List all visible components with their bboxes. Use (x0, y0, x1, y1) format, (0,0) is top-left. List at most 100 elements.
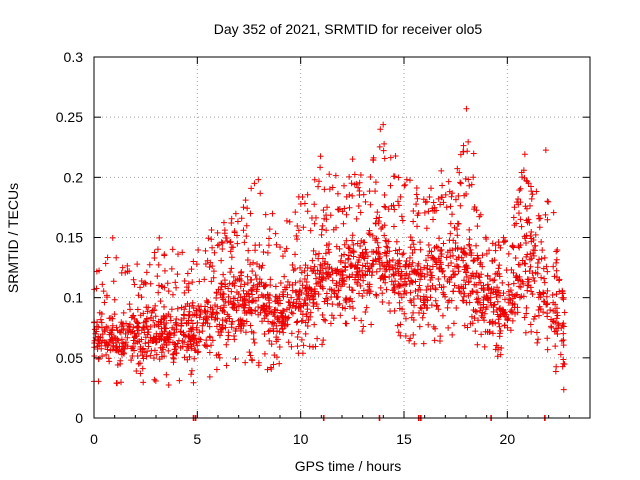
y-tick-label: 0.25 (56, 109, 83, 125)
data-point (511, 204, 518, 211)
data-point (95, 324, 102, 331)
data-point (533, 329, 540, 336)
data-point (445, 178, 452, 185)
data-point (538, 255, 545, 262)
data-point (106, 331, 113, 338)
data-point (424, 271, 431, 278)
data-point (544, 301, 551, 308)
data-point (337, 312, 344, 319)
data-point (208, 278, 215, 285)
data-point (402, 181, 409, 188)
data-point (319, 264, 326, 271)
data-point (134, 319, 141, 326)
data-point (104, 294, 111, 301)
data-point (432, 258, 439, 265)
data-point (476, 274, 483, 281)
data-point (292, 251, 299, 258)
data-point (351, 315, 358, 322)
data-point (537, 293, 544, 300)
data-point (152, 339, 159, 346)
data-point (433, 303, 440, 310)
data-point (289, 281, 296, 288)
data-point (484, 284, 491, 291)
data-point (153, 351, 160, 358)
data-point (544, 268, 551, 275)
data-point (452, 271, 459, 278)
data-point (465, 292, 472, 299)
data-point (227, 269, 234, 276)
data-point (476, 299, 483, 306)
data-point (196, 329, 203, 336)
data-point (372, 291, 379, 298)
data-point (349, 156, 356, 163)
data-point (261, 330, 268, 337)
data-point (139, 352, 146, 359)
data-point (473, 207, 480, 214)
data-point (510, 214, 517, 221)
data-point (302, 285, 309, 292)
data-point (302, 330, 309, 337)
data-point (444, 299, 451, 306)
data-point (522, 268, 529, 275)
data-point (452, 196, 459, 203)
data-point (480, 304, 487, 311)
data-point (421, 273, 428, 280)
data-point (230, 244, 237, 251)
data-point (180, 311, 187, 318)
data-point (399, 251, 406, 258)
data-point (463, 273, 470, 280)
data-point (552, 301, 559, 308)
data-point (362, 308, 369, 315)
data-point (298, 269, 305, 276)
data-point (105, 341, 112, 348)
data-point (185, 312, 192, 319)
data-point (285, 314, 292, 321)
data-point (197, 336, 204, 343)
data-point (249, 268, 256, 275)
data-point (234, 240, 241, 247)
data-point (320, 207, 327, 214)
data-point (203, 297, 210, 304)
data-point (168, 265, 175, 272)
data-point (381, 192, 388, 199)
data-point (515, 195, 522, 202)
data-point (293, 232, 300, 239)
data-point (470, 150, 477, 157)
chart-title: Day 352 of 2021, SRMTID for receiver olo… (214, 21, 483, 37)
data-point (466, 249, 473, 256)
tick-labels: 0 5 10 15 20 0 0.05 0.1 0.15 0.2 0.25 0.3 (56, 49, 516, 447)
data-point (206, 264, 213, 271)
data-point (527, 233, 534, 240)
data-point (120, 309, 127, 316)
data-point (151, 254, 158, 261)
data-point (372, 256, 379, 263)
data-point (131, 315, 138, 322)
data-point (543, 293, 550, 300)
data-point (456, 288, 463, 295)
data-point (356, 192, 363, 199)
data-point (173, 316, 180, 323)
data-point (320, 269, 327, 276)
data-point (150, 306, 157, 313)
data-point (216, 241, 223, 248)
data-point (402, 332, 409, 339)
data-point (216, 332, 223, 339)
data-point (245, 247, 252, 254)
data-point (138, 327, 145, 334)
data-point (558, 337, 565, 344)
data-point (138, 277, 145, 284)
data-point (507, 327, 514, 334)
data-point (210, 268, 217, 275)
data-point (307, 309, 314, 316)
data-point (228, 215, 235, 222)
data-point (410, 218, 417, 225)
data-point (270, 328, 277, 335)
data-point (413, 184, 420, 191)
data-point (124, 343, 131, 350)
data-point (225, 336, 231, 343)
data-point (496, 323, 503, 330)
data-point (451, 282, 458, 289)
data-point (273, 354, 280, 361)
data-point (387, 154, 394, 161)
data-point (547, 307, 554, 314)
